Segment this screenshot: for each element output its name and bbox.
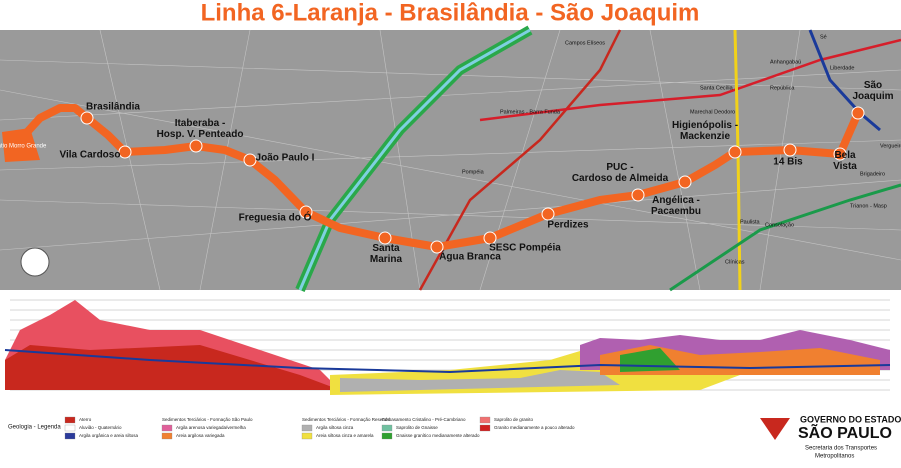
map-label: Anhangabaú <box>770 59 801 65</box>
station-label: São Joaquim <box>852 80 893 102</box>
station-label: Freguesia do Ó <box>239 211 312 224</box>
station-label: Higienópolis -Mackenzie <box>672 120 738 142</box>
depot <box>2 128 40 162</box>
map-label: Palmeiras - Barra Funda <box>500 109 561 115</box>
map-label: Santa Cecília <box>700 85 734 91</box>
map-label: República <box>770 85 795 91</box>
station <box>678 175 692 189</box>
legend-label: Argila orgânica e areia siltosa <box>79 433 139 438</box>
station-label: Brasilândia <box>86 102 140 113</box>
map-label: Clínicas <box>725 259 745 265</box>
legend-swatch <box>64 416 76 424</box>
logo-text: Secretaria dos Transportes <box>805 446 877 452</box>
map-label: Marechal Deodoro <box>690 109 735 115</box>
station-label: PUC -Cardoso de Almeida <box>572 162 669 184</box>
station-label: Perdizes <box>547 220 589 231</box>
station-label: 14 Bis <box>773 157 803 168</box>
map-label: Paulista <box>740 219 761 225</box>
legend-swatch <box>64 424 76 432</box>
station-label: Angélica -Pacaembu <box>651 195 701 217</box>
station-label: Pátio Morro Grande <box>0 144 47 150</box>
legend-heading: Embasamento Cristalino - Pré-Cambriano <box>382 417 466 422</box>
map-label: Pompéia <box>462 169 485 175</box>
legend-heading: Sedimentos Terciários - Formação São Pau… <box>162 417 253 422</box>
legend-label: Aterro <box>79 417 92 422</box>
logo-text: Metropolitanos <box>815 454 854 460</box>
map-label: Liberdade <box>830 65 854 71</box>
map-label: Campos Elíseos <box>565 40 605 46</box>
map-label: Sé <box>820 34 827 40</box>
legend-label: Saprolito de Gnaisse <box>396 425 438 430</box>
station <box>430 240 444 254</box>
legend-label: Granito medianamente a pouco alterado <box>494 425 575 430</box>
legend-swatch <box>301 432 313 440</box>
legend-label: Saprolito de granito <box>494 417 534 422</box>
compass <box>20 247 50 277</box>
logo-map <box>760 418 790 440</box>
tunnel <box>4 349 891 374</box>
legend-label: Argila siltosa cinza <box>316 425 354 430</box>
legend-swatch <box>381 424 393 432</box>
legend-label: Aluvião - Quaternário <box>79 425 122 430</box>
map-label: Consolação <box>765 222 794 228</box>
map-label: Brigadeiro <box>860 171 885 177</box>
legend-swatch <box>479 416 491 424</box>
metro-line <box>479 38 901 122</box>
legend-label: Argila arenosa variegada/vermelha <box>176 425 246 430</box>
legend-swatch <box>161 432 173 440</box>
station <box>483 231 497 245</box>
legend-swatch <box>381 432 393 440</box>
legend-swatch <box>301 424 313 432</box>
map-label: Trianon - Masp <box>850 203 887 209</box>
station <box>783 143 797 157</box>
metro-line <box>669 183 901 292</box>
station <box>851 106 865 120</box>
station <box>243 153 257 167</box>
metro-line <box>418 29 622 291</box>
title: Linha 6-Laranja - Brasilândia - São Joaq… <box>201 0 700 26</box>
station <box>833 147 847 161</box>
legend-label: Areia siltosa cinza e amarela <box>316 433 374 438</box>
legend-heading: Sedimentos Terciários - Formação Resende <box>302 417 390 422</box>
logo-text: SÃO PAULO <box>798 422 892 442</box>
station-label: SESC Pompéia <box>489 243 561 254</box>
station-label: Bela Vista <box>833 150 857 172</box>
station <box>80 111 94 125</box>
metro-line <box>808 29 881 132</box>
station-label: João Paulo I <box>256 153 315 164</box>
station <box>118 145 132 159</box>
station <box>299 205 313 219</box>
legend-title: Geologia - Legenda <box>8 425 61 431</box>
legend-swatch <box>479 424 491 432</box>
station <box>189 139 203 153</box>
river-water <box>298 28 531 291</box>
legend-swatch <box>161 424 173 432</box>
map-label: Vergueiro <box>880 143 901 149</box>
station <box>631 188 645 202</box>
station-label: Itaberaba -Hosp. V. Penteado <box>157 118 244 140</box>
profile-layer <box>340 370 620 392</box>
legend-swatch <box>64 432 76 440</box>
station-label: Santa Marina <box>370 243 403 265</box>
legend-label: Gnaisse granítico medianamente alterado <box>396 433 480 438</box>
station <box>728 145 742 159</box>
legend-label: Areia argilosa variegada <box>176 433 225 438</box>
station-label: Água Branca <box>439 250 501 263</box>
station <box>378 231 392 245</box>
logo-text: GOVERNO DO ESTADO <box>800 414 901 424</box>
station <box>541 207 555 221</box>
station-label: Vila Cardoso <box>60 150 121 161</box>
